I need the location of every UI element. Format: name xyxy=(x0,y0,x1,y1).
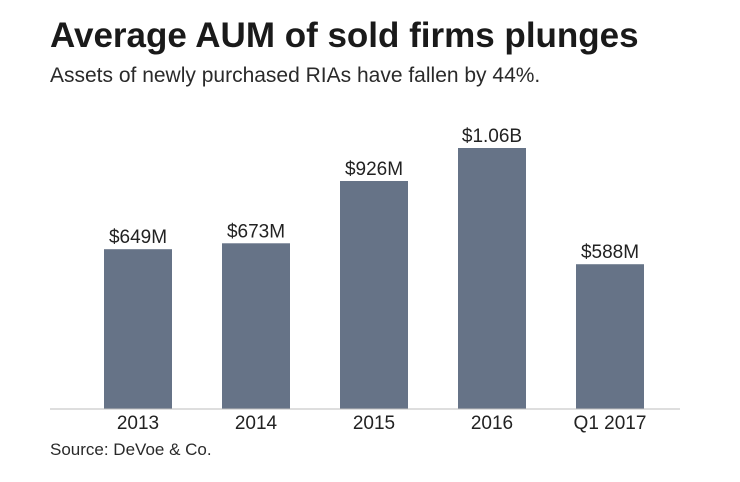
data-label: $1.06B xyxy=(462,126,522,147)
x-tick-label: Q1 2017 xyxy=(574,413,647,434)
bar-2014 xyxy=(222,243,290,409)
bar-q1-2017 xyxy=(576,264,644,409)
chart-subtitle: Assets of newly purchased RIAs have fall… xyxy=(50,64,541,87)
x-tick-labels-group: 2013 2014 2015 2016 Q1 2017 xyxy=(117,413,647,434)
source-note: Source: DeVoe & Co. xyxy=(50,440,212,459)
bars-group xyxy=(104,148,644,409)
x-tick-label: 2015 xyxy=(353,413,395,434)
bar-2015 xyxy=(340,180,408,409)
data-labels-group: $649M $673M $926M $1.06B $588M xyxy=(109,126,639,263)
bar-2013 xyxy=(104,249,172,409)
data-label: $673M xyxy=(227,221,285,242)
bar-2016 xyxy=(458,148,526,409)
x-tick-label: 2013 xyxy=(117,413,159,434)
data-label: $926M xyxy=(345,159,403,180)
data-label: $649M xyxy=(109,227,167,248)
chart-title: Average AUM of sold firms plunges xyxy=(50,16,639,55)
x-tick-label: 2016 xyxy=(471,413,513,434)
data-label: $588M xyxy=(581,242,639,263)
x-tick-label: 2014 xyxy=(235,413,278,434)
